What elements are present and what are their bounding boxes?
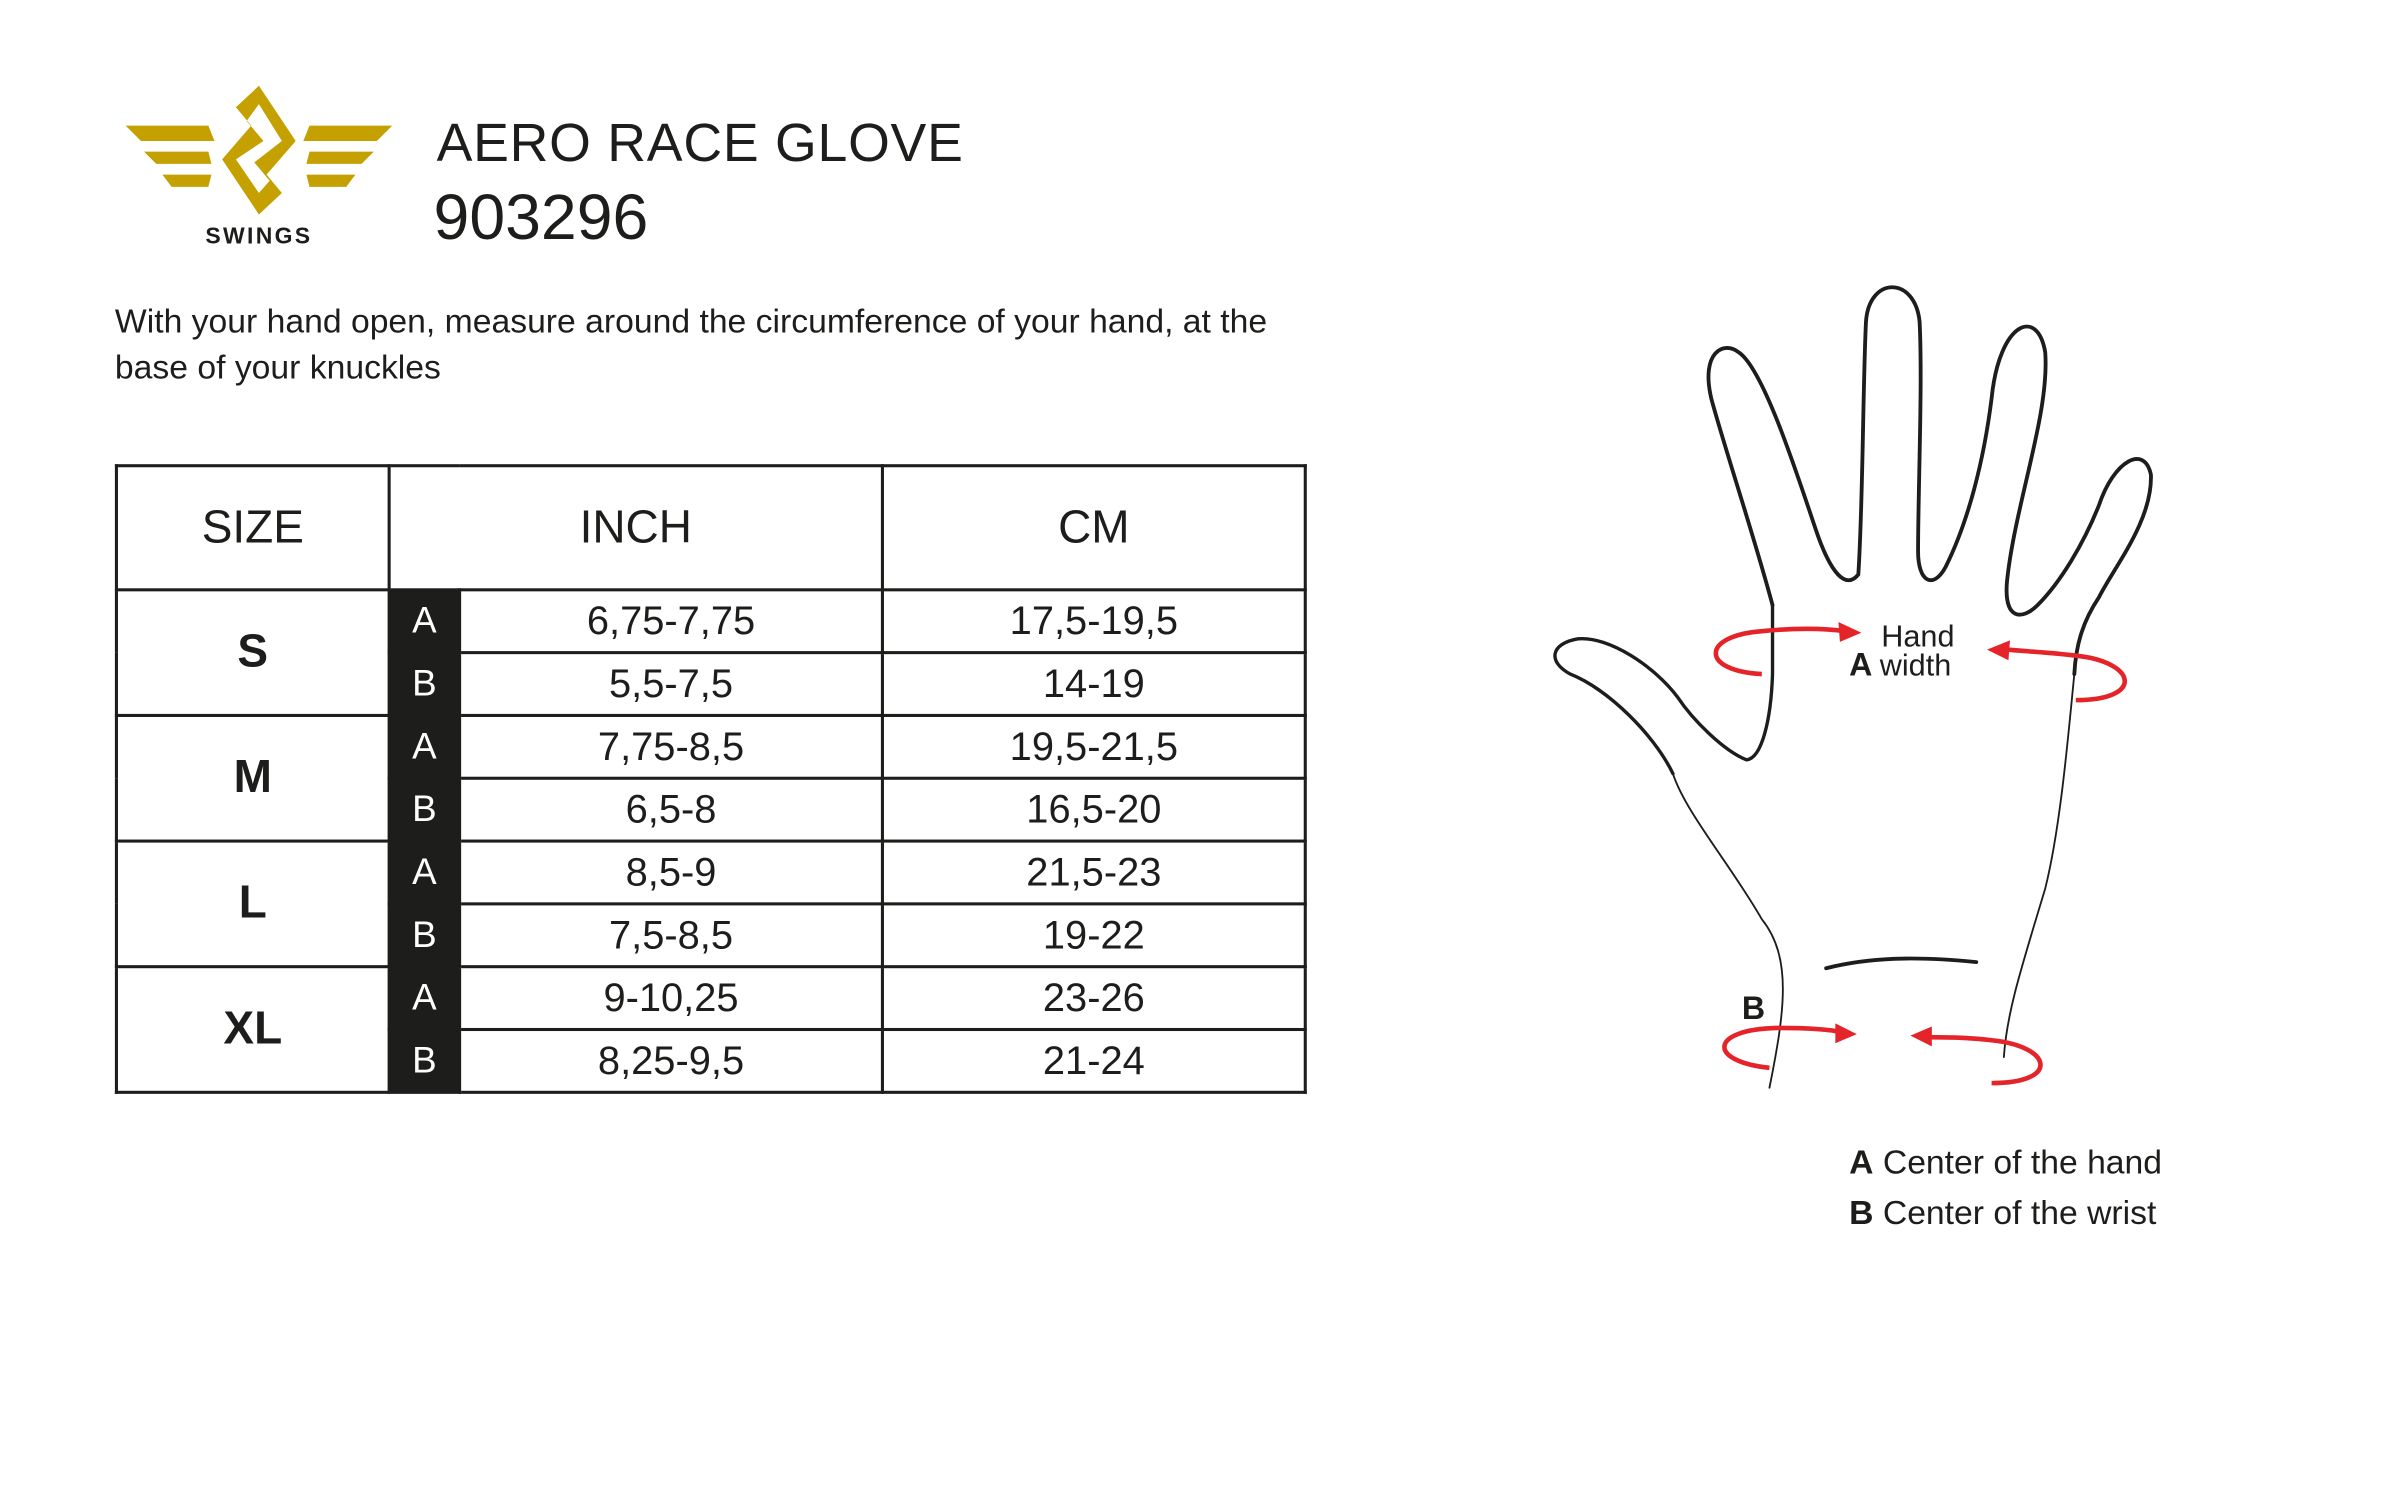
table-row: B 7,5-8,5 19-22 (116, 902, 1307, 969)
table-row: B 6,5-8 16,5-20 (116, 776, 1307, 843)
inch-cell: 7,5-8,5 (458, 902, 884, 969)
legend-key: A (1849, 1142, 1874, 1182)
table-row: XL A 9-10,25 23-26 (114, 965, 1307, 1094)
legend-text: Center of the wrist (1882, 1193, 2157, 1232)
inch-cell: 9-10,25 (458, 965, 884, 1032)
table-row: B 5,5-7,5 14-19 (116, 651, 1307, 717)
hand-outline-right (2002, 673, 2076, 1058)
table-row: L A 8,5-9 21,5-23 (114, 839, 1307, 969)
arrowhead-b-right (1910, 1026, 1932, 1047)
cm-cell: 16,5-20 (880, 776, 1307, 843)
cm-cell: 21-24 (880, 1027, 1307, 1094)
size-cell: L (114, 839, 391, 969)
inch-cell: 6,75-7,75 (458, 588, 884, 655)
measure-key-cell: A (387, 839, 462, 906)
inch-cell: 5,5-7,5 (458, 651, 884, 717)
swings-logo: SWINGS (125, 85, 393, 249)
cm-cell: 19,5-21,5 (880, 713, 1307, 780)
size-table: SIZE INCH CM S A 6,75-7,75 17,5-19,5 B 5,5-7,… (114, 464, 1307, 1094)
table-row: S A 6,75-7,75 17,5-19,5 (114, 588, 1307, 717)
label-a-letter: A (1849, 647, 1872, 683)
header-cm: CM (880, 464, 1307, 592)
size-cell: M (114, 713, 391, 843)
table-row: M A 7,75-8,5 19,5-21,5 (114, 713, 1307, 843)
arrow-b-right (1927, 1034, 2043, 1086)
hand-outline-fingers (1706, 285, 2153, 676)
arrowhead-a-right (1987, 640, 2010, 661)
measure-key-cell: A (387, 588, 462, 655)
product-title: AERO RACE GLOVE (436, 113, 964, 174)
label-b-letter: B (1742, 990, 1765, 1026)
measure-instructions: With your hand open, measure around the … (114, 301, 1268, 387)
header-size: SIZE (114, 464, 391, 592)
inch-cell: 8,5-9 (458, 839, 884, 906)
hand-outline-left (1672, 772, 1784, 1089)
arrow-a-right (2006, 647, 2127, 703)
measure-key-cell: B (387, 1027, 462, 1094)
size-cell: S (114, 588, 391, 717)
header-inch: INCH (387, 464, 884, 592)
label-width: width (1879, 649, 1951, 683)
label-hand: Hand (1881, 620, 1954, 654)
table-header-row: SIZE INCH CM (114, 464, 1307, 592)
legend: A Center of the hand B Center of the wri… (1849, 1137, 2162, 1238)
legend-item-a: A Center of the hand (1849, 1137, 2162, 1188)
cm-cell: 21,5-23 (880, 839, 1307, 906)
measure-key-cell: B (387, 776, 462, 843)
cm-cell: 14-19 (880, 651, 1307, 717)
cm-cell: 23-26 (880, 965, 1307, 1032)
arrowhead-b-left (1835, 1023, 1857, 1044)
wrist-crease (1824, 956, 1979, 971)
arrow-a-left (1713, 626, 1847, 677)
arrowhead-a-left (1838, 621, 1862, 642)
table-row: B 8,25-9,5 21-24 (116, 1027, 1307, 1094)
legend-text: Center of the hand (1882, 1142, 2163, 1182)
arrow-b-left (1722, 1025, 1844, 1071)
measure-key-cell: B (387, 651, 462, 717)
measure-key-cell: A (387, 713, 462, 780)
cm-cell: 17,5-19,5 (880, 588, 1307, 655)
hand-outline-thumb (1553, 603, 1775, 776)
inch-cell: 7,75-8,5 (458, 713, 884, 780)
cm-cell: 19-22 (880, 902, 1307, 969)
legend-item-b: B Center of the wrist (1849, 1187, 2162, 1238)
inch-cell: 8,25-9,5 (458, 1027, 884, 1094)
legend-key: B (1849, 1193, 1874, 1232)
product-code: 903296 (433, 180, 649, 253)
logo-text: SWINGS (205, 223, 312, 249)
measure-key-cell: A (387, 965, 462, 1032)
measure-key-cell: B (387, 902, 462, 969)
size-cell: XL (114, 965, 391, 1094)
inch-cell: 6,5-8 (458, 776, 884, 843)
